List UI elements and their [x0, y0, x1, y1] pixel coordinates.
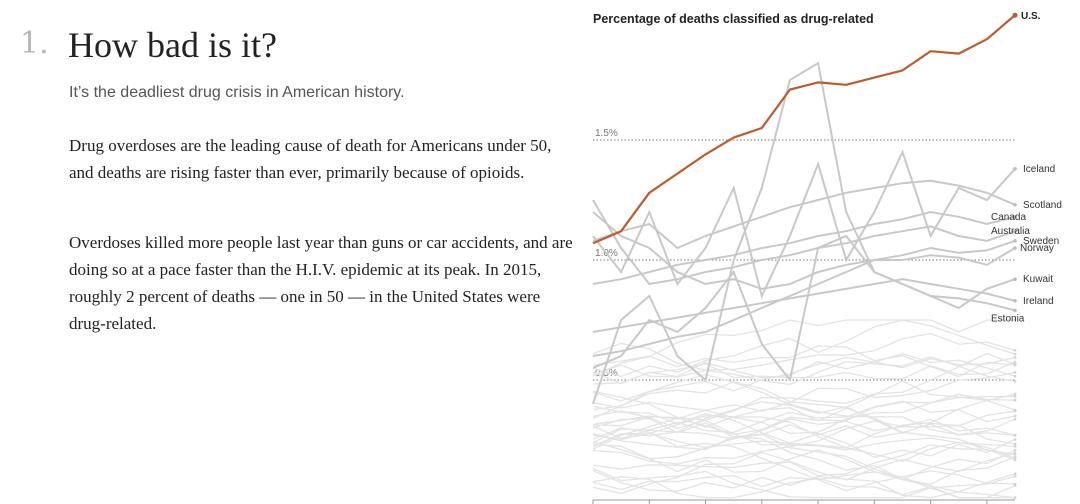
section-subtitle: It’s the deadliest drug crisis in Americ… — [69, 84, 405, 101]
series-label: Australia — [991, 226, 1030, 237]
series-endpoint — [1013, 215, 1017, 219]
series-line-us — [592, 14, 1016, 245]
series-label-us: U.S. — [1021, 11, 1041, 22]
background-series-line — [592, 356, 1016, 385]
background-series-endpoint — [1013, 448, 1017, 452]
series-line-norway — [592, 211, 1016, 290]
background-series-endpoint — [1013, 318, 1017, 322]
background-series-endpoint — [1013, 374, 1017, 378]
paragraph-1: Drug overdoses are the leading cause of … — [69, 136, 552, 182]
series-line-iceland — [592, 149, 1016, 299]
background-series-lines — [592, 318, 1017, 499]
series-endpoint — [1013, 167, 1017, 171]
background-series-endpoint — [1013, 474, 1017, 478]
us-endpoint — [1012, 12, 1018, 18]
series-label: Kuwait — [1023, 274, 1053, 285]
series-endpoint — [1013, 277, 1017, 282]
background-series-line — [592, 476, 1015, 499]
series-line-sweden — [592, 239, 1016, 357]
background-series-endpoint — [1013, 417, 1017, 421]
series-endpoint — [1013, 308, 1017, 313]
background-series-line — [592, 405, 1016, 458]
background-series-line — [592, 319, 1016, 377]
background-series-endpoint — [1013, 437, 1017, 441]
background-series-endpoint — [1013, 348, 1017, 352]
background-series-line — [592, 395, 1016, 450]
x-axis — [592, 499, 1015, 504]
background-series-line — [592, 444, 1016, 477]
background-series-line — [592, 353, 1016, 411]
background-series-line — [592, 427, 1016, 492]
background-series-endpoint — [1013, 409, 1017, 413]
background-series-endpoint — [1013, 360, 1017, 364]
background-series-line — [592, 407, 1016, 455]
section-number: 1. — [20, 26, 49, 61]
series-label: Scotland — [1023, 200, 1062, 211]
series-label: Ireland — [1023, 296, 1054, 307]
chart-title: Percentage of deaths classified as drug-… — [593, 12, 874, 26]
background-series-endpoint — [1013, 472, 1017, 476]
background-series-endpoint — [1013, 392, 1017, 396]
series-line-estonia — [592, 61, 1016, 405]
series-line-ireland — [592, 278, 1016, 333]
background-series-line — [592, 433, 1016, 499]
background-series-endpoint — [1013, 379, 1017, 383]
series-label: Sweden — [1023, 236, 1059, 247]
series-label: Iceland — [1023, 164, 1055, 175]
background-series-endpoint — [1013, 444, 1017, 448]
series-label: Norway — [1020, 243, 1054, 254]
background-series-endpoint — [1013, 395, 1017, 398]
background-series-line — [592, 361, 1016, 385]
background-series-line — [592, 352, 1016, 427]
background-series-line — [592, 417, 1016, 485]
background-series-endpoint — [1013, 433, 1017, 437]
series-endpoint — [1013, 203, 1017, 207]
series-line-canada — [592, 210, 1016, 285]
background-series-line — [592, 373, 1016, 436]
us-series-line — [592, 12, 1018, 245]
background-series-line — [592, 332, 1016, 371]
background-series-line — [592, 471, 1016, 491]
background-series-endpoint — [1013, 442, 1017, 446]
series-line-scotland — [592, 179, 1016, 250]
background-series-line — [592, 451, 1016, 494]
series-endpoint — [1013, 239, 1017, 243]
background-series-line — [592, 380, 1016, 419]
background-series-endpoint — [1013, 371, 1017, 374]
background-series-line — [592, 319, 1016, 378]
y-tick-label: 1.5% — [595, 128, 618, 139]
section-title: How bad is it? — [68, 25, 277, 65]
background-series-endpoint — [1013, 398, 1017, 402]
series-endpoint — [1013, 246, 1017, 250]
background-series-line — [592, 423, 1016, 460]
background-series-endpoint — [1013, 484, 1017, 488]
series-line-australia — [592, 199, 1016, 286]
background-series-endpoint — [1013, 352, 1017, 356]
series-label: Estonia — [991, 313, 1025, 324]
background-series-endpoint — [1013, 452, 1017, 456]
background-series-endpoint — [1013, 496, 1017, 499]
paragraph-2: Overdoses killed more people last year t… — [69, 233, 573, 333]
highlighted-series-lines — [592, 61, 1017, 405]
y-tick-label: 0.5% — [595, 368, 618, 379]
background-series-endpoint — [1013, 456, 1017, 460]
background-series-line — [592, 390, 1016, 449]
background-series-line — [592, 432, 1016, 462]
background-series-endpoint — [1013, 356, 1017, 359]
background-series-line — [592, 418, 1016, 445]
background-series-line — [592, 345, 1016, 378]
series-endpoint — [1013, 299, 1017, 303]
series-label: Canada — [991, 212, 1026, 223]
background-series-endpoint — [1013, 414, 1017, 418]
background-series-line — [592, 393, 1016, 435]
series-endpoint — [1013, 229, 1017, 233]
background-series-endpoint — [1013, 362, 1017, 366]
